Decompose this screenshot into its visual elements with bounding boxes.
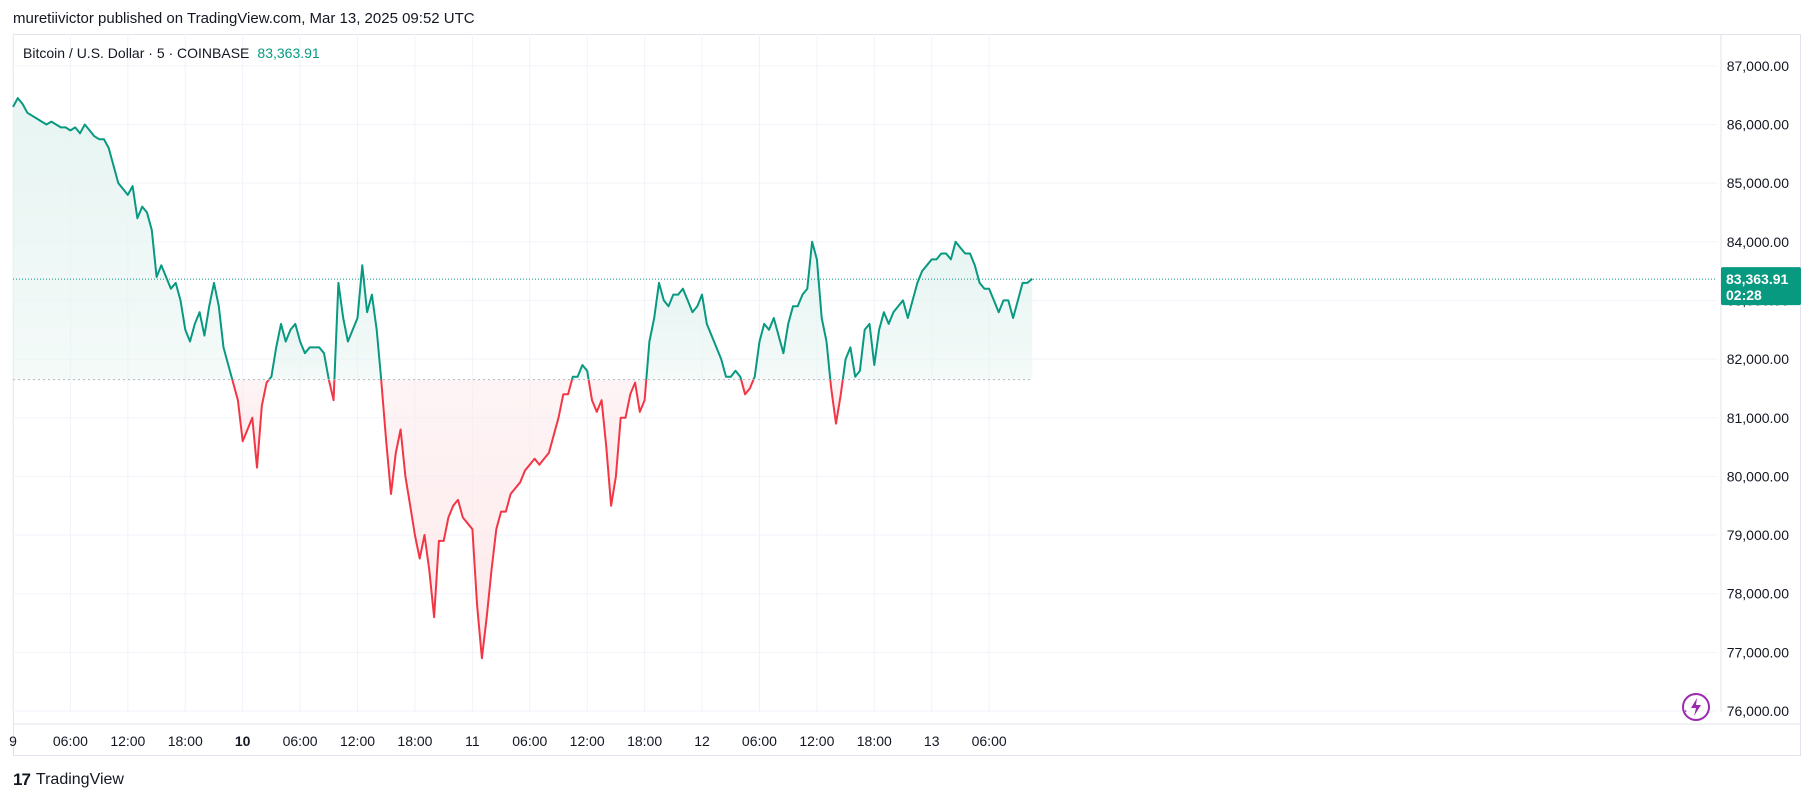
x-tick-label: 12:00 — [340, 733, 375, 749]
price-line-down — [380, 379, 573, 660]
x-tick-label: 06:00 — [512, 733, 547, 749]
x-tick-label: 18:00 — [627, 733, 662, 749]
last-price-badge — [1721, 267, 1801, 306]
y-tick-label: 76,000.00 — [1727, 703, 1789, 719]
area-fill-down — [232, 379, 269, 468]
x-tick-label: 9 — [9, 733, 17, 749]
symbol-description[interactable]: Bitcoin / U.S. Dollar · 5 · COINBASE — [23, 45, 250, 61]
x-tick-label: 12:00 — [799, 733, 834, 749]
lightning-icon[interactable] — [1681, 692, 1711, 722]
y-tick-label: 79,000.00 — [1727, 527, 1789, 543]
area-fill-up — [13, 98, 233, 380]
x-tick-label: 13 — [924, 733, 940, 749]
chart-legend: Bitcoin / U.S. Dollar · 5 · COINBASE 83,3… — [23, 45, 320, 61]
price-line-down — [587, 379, 648, 507]
y-tick-label: 82,000.00 — [1727, 351, 1789, 367]
y-tick-label: 77,000.00 — [1727, 644, 1789, 660]
price-line-up — [333, 264, 383, 380]
x-tick-label: 18:00 — [168, 733, 203, 749]
x-tick-label: 06:00 — [972, 733, 1007, 749]
x-tick-label: 06:00 — [742, 733, 777, 749]
price-line-up — [841, 240, 1033, 380]
price-line-up — [571, 364, 590, 380]
area-fill-up — [334, 265, 382, 380]
y-tick-label: 87,000.00 — [1727, 58, 1789, 74]
publish-line: muretiivictor published on TradingView.c… — [13, 10, 475, 27]
y-tick-label: 81,000.00 — [1727, 410, 1789, 426]
y-tick-label: 80,000.00 — [1727, 468, 1789, 484]
area-fill-up — [842, 241, 1033, 380]
tradingview-wordmark: TradingView — [35, 771, 124, 788]
price-line-up — [645, 281, 743, 380]
y-tick-label: 85,000.00 — [1727, 175, 1789, 191]
x-tick-label: 10 — [235, 733, 251, 749]
y-tick-label: 86,000.00 — [1727, 117, 1789, 133]
candle-countdown: 02:28 — [1726, 287, 1762, 303]
y-tick-label: 84,000.00 — [1727, 234, 1789, 250]
price-line-up — [268, 322, 330, 381]
legend-last-price: 83,363.91 — [257, 45, 320, 61]
area-fill-down — [381, 379, 572, 659]
x-tick-label: 18:00 — [397, 733, 432, 749]
x-tick-label: 11 — [465, 733, 480, 749]
area-fill-down — [830, 379, 843, 424]
price-line-down — [327, 379, 336, 402]
x-tick-label: 18:00 — [857, 733, 892, 749]
x-tick-label: 12 — [694, 733, 710, 749]
tradingview-brand[interactable]: 17 TradingView — [13, 770, 124, 790]
price-line-up — [752, 240, 832, 380]
tradingview-logo-icon: 17 — [13, 770, 31, 789]
price-line-down — [740, 379, 755, 396]
price-line-down — [231, 378, 270, 469]
x-tick-label: 12:00 — [110, 733, 145, 749]
x-tick-label: 06:00 — [283, 733, 318, 749]
area-fill-up — [646, 282, 742, 380]
price-line-down — [829, 379, 844, 425]
last-price-badge-value: 83,363.91 — [1726, 271, 1788, 287]
price-line-up — [12, 97, 234, 380]
x-tick-label: 06:00 — [53, 733, 88, 749]
area-fill-up — [269, 323, 329, 380]
x-tick-label: 12:00 — [570, 733, 605, 749]
y-tick-label: 78,000.00 — [1727, 586, 1789, 602]
